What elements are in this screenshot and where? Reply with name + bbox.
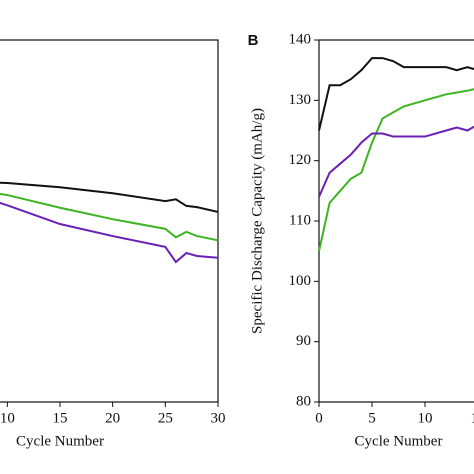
y-tick-label: 100 bbox=[289, 273, 312, 289]
y-tick-label: 130 bbox=[289, 92, 312, 108]
series-line bbox=[318, 88, 474, 252]
x-axis-label: Cycle Number bbox=[355, 433, 443, 449]
x-tick-label: 15 bbox=[471, 410, 474, 426]
series-line bbox=[0, 181, 219, 213]
y-axis-label: Specific Discharge Capacity (mAh/g) bbox=[249, 108, 265, 334]
y-tick-label: 80 bbox=[296, 393, 311, 409]
x-tick-label: 0 bbox=[315, 410, 323, 426]
series-line bbox=[0, 201, 219, 264]
x-tick-label: 15 bbox=[53, 410, 68, 426]
series-line bbox=[318, 125, 474, 198]
y-tick-label: 110 bbox=[289, 212, 311, 228]
x-tick-label: 30 bbox=[211, 410, 226, 426]
y-tick-label: 90 bbox=[296, 333, 311, 349]
x-tick-label: 25 bbox=[158, 410, 173, 426]
y-tick-label: 120 bbox=[289, 152, 312, 168]
y-tick-label: 140 bbox=[289, 31, 312, 47]
panel-label: B bbox=[248, 32, 259, 49]
x-tick-label: 5 bbox=[368, 410, 376, 426]
x-tick-label: 20 bbox=[105, 410, 120, 426]
series-line bbox=[318, 57, 474, 131]
series-line bbox=[0, 192, 219, 242]
x-axis-label: Cycle Number bbox=[16, 433, 104, 449]
plot-frame bbox=[0, 39, 219, 403]
x-tick-label: 10 bbox=[418, 410, 433, 426]
x-tick-label: 10 bbox=[0, 410, 15, 426]
